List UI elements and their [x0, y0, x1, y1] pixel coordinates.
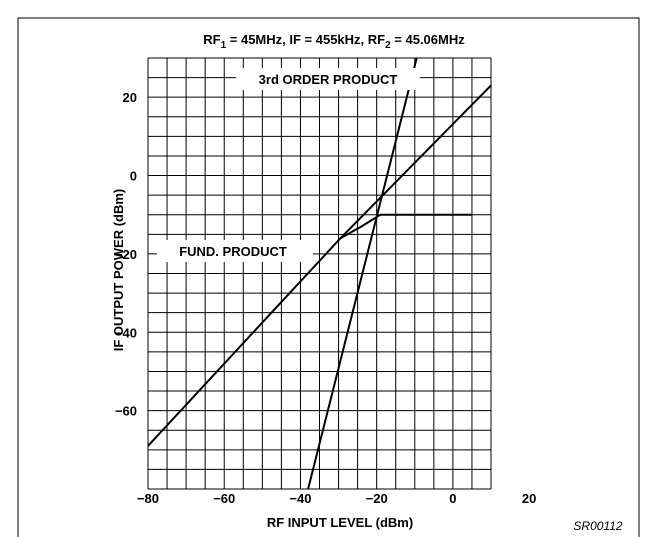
x-tick-label: −20 [366, 491, 388, 506]
y-tick-label: 20 [123, 90, 137, 105]
frame-border [17, 17, 640, 537]
y-tick-label: −40 [115, 325, 137, 340]
label-3rd-order-text: 3rd ORDER PRODUCT [259, 72, 398, 87]
x-tick-label: −80 [137, 491, 159, 506]
title-subscript-1: 1 [221, 40, 227, 51]
title-subscript-2: 2 [385, 40, 391, 51]
y-tick-label: −60 [115, 404, 137, 419]
label-3rd-order-bg [236, 68, 420, 90]
title-part-middle: = 45MHz, IF = 455kHz, RF [226, 32, 385, 47]
series-line-1 [339, 84, 492, 239]
label-fund-bg [157, 240, 313, 262]
y-tick-label: 0 [130, 169, 137, 184]
label-fund-text: FUND. PRODUCT [179, 244, 287, 259]
x-tick-label: 20 [522, 491, 536, 506]
y-axis-label: IF OUTPUT POWER (dBm) [111, 189, 126, 352]
x-axis-label: RF INPUT LEVEL (dBm) [267, 515, 413, 530]
x-tick-label: −60 [213, 491, 235, 506]
chart-title: RF1 = 45MHz, IF = 455kHz, RF2 = 45.06MHz [203, 32, 465, 51]
label-3rd-order-product: 3rd ORDER PRODUCT [236, 68, 420, 90]
series-line-0 [147, 213, 472, 447]
y-tick-label: −20 [115, 247, 137, 262]
series-group [147, 57, 492, 490]
grid [147, 57, 492, 490]
title-part-rf: RF [203, 32, 220, 47]
x-tick-label: −40 [289, 491, 311, 506]
x-tick-label: 0 [449, 491, 456, 506]
y-tick-labels: 20 0 −20 −40 −60 [115, 90, 137, 418]
figure-reference: SR00112 [573, 519, 622, 533]
series-line-2 [307, 57, 418, 490]
x-tick-labels: −80 −60 −40 −20 0 20 [137, 491, 536, 506]
title-part-end: = 45.06MHz [391, 32, 466, 47]
label-fund-product: FUND. PRODUCT [157, 240, 313, 262]
